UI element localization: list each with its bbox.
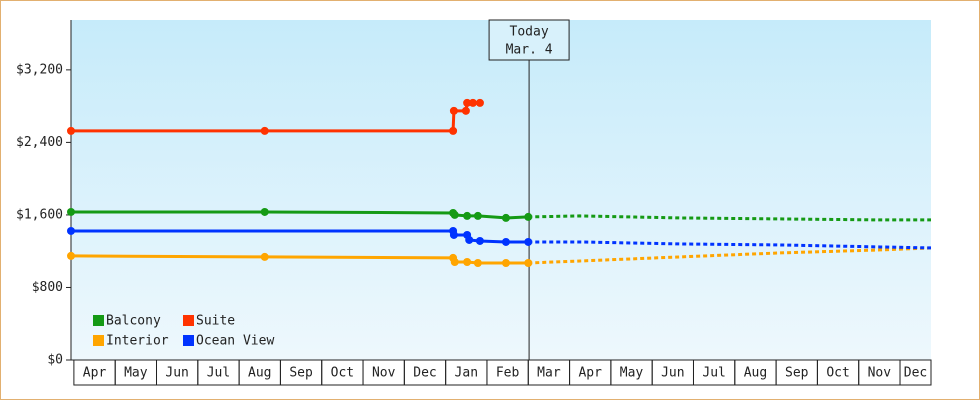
line-forecast (528, 246, 932, 265)
plot-area (71, 20, 931, 360)
point (465, 235, 474, 244)
point (463, 211, 472, 220)
y-tick-label: $3,200 (16, 62, 63, 77)
x-tick-label: Sep (289, 366, 313, 381)
line-forecast (528, 240, 932, 250)
point (260, 252, 269, 261)
today-date: Mar. 4 (506, 43, 553, 58)
legend-label: Interior (106, 334, 169, 349)
point (473, 211, 482, 220)
x-tick-label: Jun (661, 366, 684, 381)
point (475, 98, 484, 107)
point (67, 126, 75, 135)
month-cell (899, 359, 932, 386)
x-tick-label: Apr (83, 366, 107, 381)
x-tick-label: Jul (207, 366, 230, 381)
x-tick-label: Dec (413, 366, 436, 381)
point (501, 258, 510, 267)
legend-swatch (183, 335, 194, 346)
point (449, 106, 458, 115)
today-box (488, 19, 570, 61)
x-tick-label: Dec (904, 366, 927, 381)
point (475, 236, 484, 245)
point (461, 106, 470, 115)
x-tick-label: Nov (868, 366, 892, 381)
legend-swatch (93, 335, 104, 346)
point (67, 226, 75, 235)
point (67, 207, 75, 216)
point (260, 207, 269, 216)
x-tick-label: May (124, 366, 148, 381)
legend-label: Ocean View (196, 334, 274, 349)
legend-swatch (93, 315, 104, 326)
y-tick-label: $1,600 (16, 207, 63, 222)
point (449, 230, 458, 239)
x-tick-label: Aug (744, 366, 767, 381)
point (450, 257, 459, 266)
point (67, 251, 75, 260)
point (524, 212, 533, 221)
x-tick-label: Nov (372, 366, 396, 381)
point (468, 98, 477, 107)
x-tick-label: Apr (578, 366, 602, 381)
y-tick-label: $0 (47, 353, 63, 368)
point (473, 258, 482, 267)
point (463, 257, 472, 266)
point (501, 237, 510, 246)
point (463, 98, 472, 107)
point (260, 126, 269, 135)
x-tick-label: Jun (165, 366, 188, 381)
legend-swatch (183, 315, 194, 326)
line-actual (71, 210, 529, 220)
y-tick-label: $800 (32, 280, 63, 295)
legend-label: Balcony (106, 314, 161, 329)
point (449, 126, 458, 135)
point (450, 210, 459, 219)
point (524, 237, 533, 246)
x-tick-label: Oct (826, 366, 849, 381)
x-tick-label: Oct (331, 366, 354, 381)
x-tick-label: May (620, 366, 644, 381)
y-tick-label: $2,400 (16, 135, 63, 150)
x-tick-label: Sep (785, 366, 809, 381)
x-tick-label: Jul (702, 366, 725, 381)
x-tick-label: Feb (496, 366, 520, 381)
x-tick-label: Jan (455, 366, 478, 381)
legend-label: Suite (196, 314, 235, 329)
today-label: Today (510, 25, 549, 40)
line-actual (70, 254, 529, 265)
point (524, 258, 533, 267)
line-forecast (528, 214, 931, 222)
x-tick-label: Mar (537, 366, 561, 381)
x-tick-label: Aug (248, 366, 271, 381)
point (501, 213, 510, 222)
